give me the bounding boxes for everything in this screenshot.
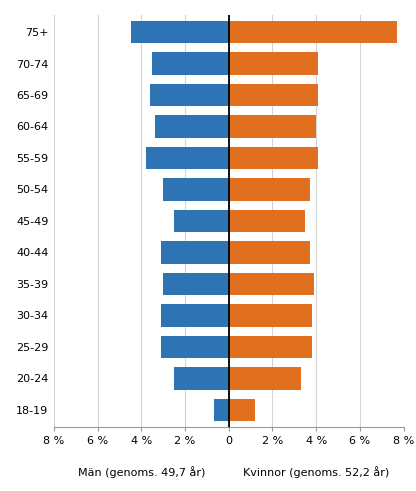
Bar (229, 178, 310, 201)
Bar (229, 367, 301, 390)
Bar (146, 147, 229, 169)
Bar (163, 178, 229, 201)
Bar (229, 210, 305, 232)
Bar (229, 147, 318, 169)
Bar (213, 399, 229, 421)
Bar (229, 241, 310, 264)
Bar (152, 52, 229, 75)
Bar (229, 304, 312, 327)
Bar (161, 304, 229, 327)
Bar (150, 83, 229, 107)
Bar (229, 21, 397, 43)
Bar (131, 21, 229, 43)
Bar (229, 399, 255, 421)
Bar (229, 335, 312, 358)
Bar (163, 273, 229, 295)
Bar (229, 52, 318, 75)
Bar (155, 115, 229, 138)
Bar (174, 367, 229, 390)
Text: Män (genoms. 49,7 år): Män (genoms. 49,7 år) (78, 466, 205, 478)
Text: Kvinnor (genoms. 52,2 år): Kvinnor (genoms. 52,2 år) (243, 466, 389, 478)
Bar (174, 210, 229, 232)
Bar (161, 241, 229, 264)
Bar (229, 115, 316, 138)
Bar (161, 335, 229, 358)
Bar (229, 273, 314, 295)
Bar (229, 83, 318, 107)
